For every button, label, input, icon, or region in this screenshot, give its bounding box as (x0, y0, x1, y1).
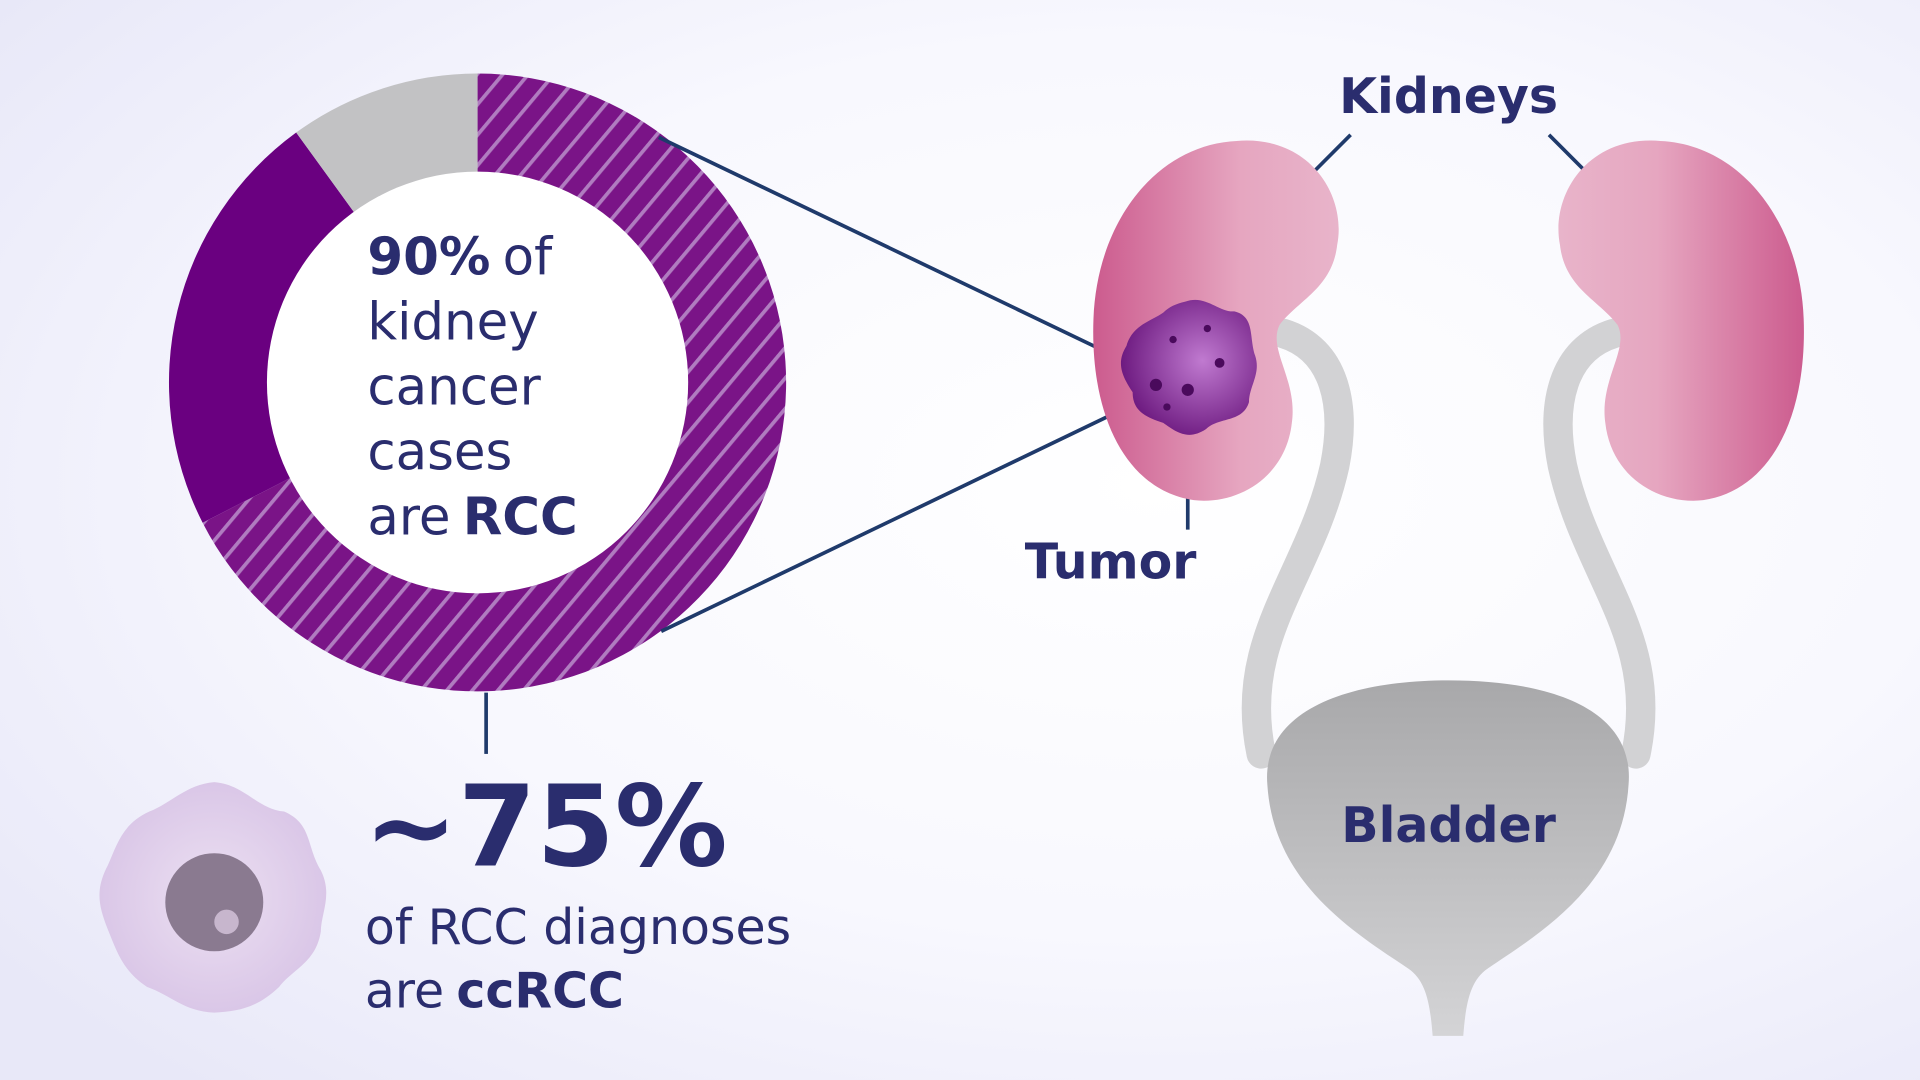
text: are (367, 487, 450, 547)
tumor (1120, 299, 1257, 435)
dot (1203, 324, 1212, 333)
cell-icon (99, 782, 327, 1013)
dot (1169, 335, 1177, 344)
ureters (1241, 318, 1656, 769)
text: are (365, 963, 444, 1020)
label: Bladder (1341, 797, 1556, 854)
footnote: of RCC diagnoses (365, 899, 791, 956)
ureter (1241, 318, 1354, 769)
other-rcc-segment (168, 132, 363, 523)
label: Kidneys (1339, 68, 1558, 125)
center-text: 90% of (367, 228, 554, 288)
label: Tumor (1025, 534, 1198, 591)
tumor-dots (1149, 324, 1225, 411)
center-text: are RCC (367, 487, 577, 547)
percent: 90% (367, 228, 490, 288)
connector (660, 402, 1134, 633)
center-text: cancer (367, 358, 541, 418)
anatomy (1093, 140, 1804, 1036)
big-percent: ~75% (364, 760, 728, 892)
ureter (1543, 318, 1656, 769)
center-text: kidney (367, 293, 538, 353)
footnote: are ccRCC (365, 963, 624, 1020)
connector (657, 135, 1130, 365)
emphasis: ccRCC (456, 963, 624, 1020)
bladder (1267, 680, 1629, 1036)
dot (1149, 378, 1163, 392)
kidney (1558, 140, 1804, 501)
text: of (503, 228, 554, 288)
dot (1181, 383, 1194, 396)
nucleus (165, 853, 264, 952)
dot (1214, 357, 1225, 368)
emphasis: RCC (463, 487, 578, 547)
donut-hole (266, 171, 689, 594)
nucleolus (214, 909, 239, 935)
dot (1163, 403, 1171, 411)
center-text: cases (367, 422, 512, 482)
